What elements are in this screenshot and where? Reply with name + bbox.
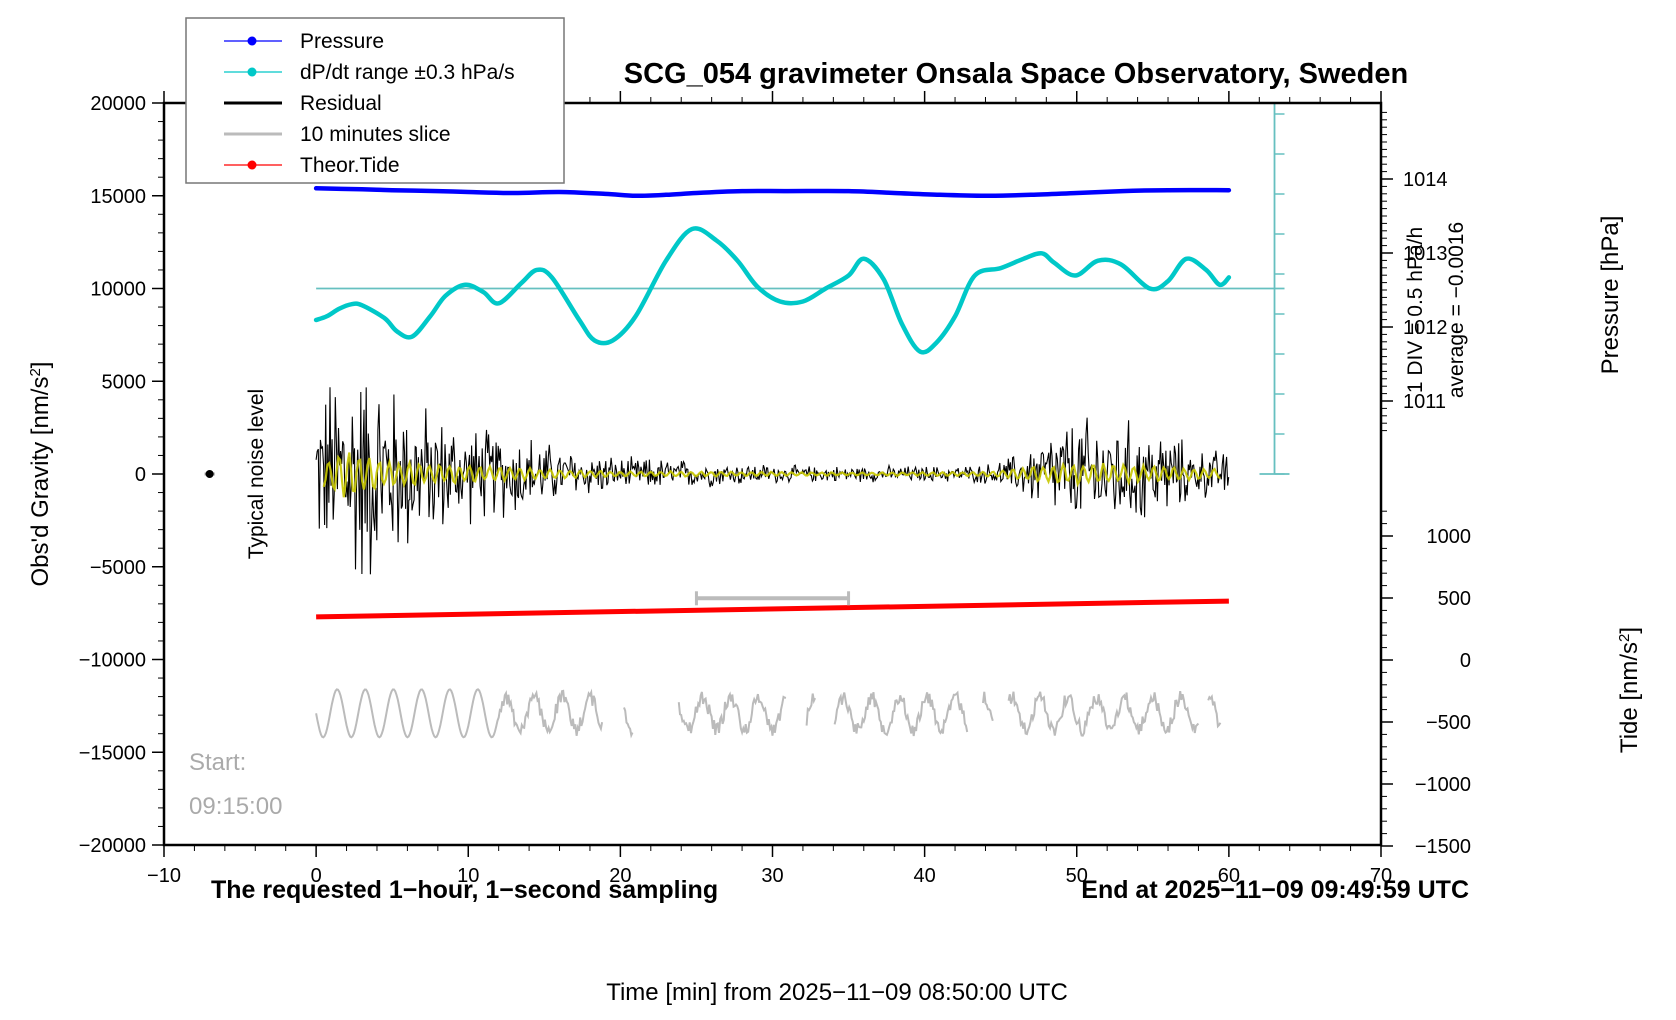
tide-tick-label: −1500 <box>1415 836 1471 858</box>
legend-item: 10 minutes slice <box>224 123 451 146</box>
start-slice-trace <box>315 688 1222 739</box>
tide-line <box>316 598 1229 620</box>
y-tick-label: 15000 <box>90 186 146 208</box>
x-tick-label: 50 <box>1066 865 1088 887</box>
legend-label: 10 minutes slice <box>300 123 451 146</box>
y-tick-label: −10000 <box>79 650 146 672</box>
legend-marker <box>247 160 257 170</box>
y-tick-label: 20000 <box>90 93 146 115</box>
div-scale-note: 1 DIV = 0.5 hPa/h <box>1404 227 1427 393</box>
x-tick-label: 10 <box>457 865 479 887</box>
legend-item: Residual <box>224 92 382 115</box>
tide-axis-title-main: Tide [nm/s <box>1616 642 1643 753</box>
legend-marker <box>247 36 257 46</box>
legend-label: Residual <box>300 92 382 115</box>
x-tick-label: 30 <box>761 865 783 887</box>
tide-tick-label: −1000 <box>1415 774 1471 796</box>
legend-marker <box>247 67 257 77</box>
tide-tick-label: 500 <box>1438 588 1471 610</box>
y-tick-label: −5000 <box>90 557 146 579</box>
plot-area <box>204 103 1290 739</box>
start-label: Start: <box>189 749 246 776</box>
average-note: average = −0.0016 <box>1445 222 1468 398</box>
start-time: 09:15:00 <box>189 793 282 820</box>
tide-tick-label: 1000 <box>1427 526 1472 548</box>
tide-tick-label: −500 <box>1426 712 1471 734</box>
x-tick-label: 20 <box>609 865 631 887</box>
tide-tick-label: 0 <box>1460 650 1471 672</box>
y-tick-label: 10000 <box>90 279 146 301</box>
legend-item: Pressure <box>224 30 384 53</box>
legend-label: Pressure <box>300 30 384 53</box>
axes: −10 0 10 20 30 40 50 60 7020000150001000050000−5… <box>79 91 1471 887</box>
pressure-tick-label: 1014 <box>1403 169 1448 191</box>
tide-axis-title: Tide [nm/s2] <box>1616 627 1644 753</box>
x-tick-label: 40 <box>914 865 936 887</box>
filtered-slice-line <box>322 452 1221 498</box>
pressure-tick-label: 1012 <box>1403 317 1448 339</box>
x-axis-title: Time [min] from 2025−11−09 08:50:00 UTC <box>606 979 1068 1006</box>
noise-level-label: Typical noise level <box>245 389 268 559</box>
sampling-note: The requested 1−hour, 1−second sampling <box>211 876 718 904</box>
y-tick-label: −15000 <box>79 742 146 764</box>
legend-item: Theor.Tide <box>224 154 400 177</box>
x-tick-label: 0 <box>311 865 322 887</box>
pressure-tick-label: 1011 <box>1403 391 1446 413</box>
y-tick-label: 5000 <box>102 371 147 393</box>
pressure-line <box>313 186 1232 199</box>
tide-axis-title-end: ] <box>1616 627 1643 634</box>
y-tick-label: −20000 <box>79 835 146 857</box>
x-tick-label: −10 <box>147 865 181 887</box>
noise-level-point <box>205 470 214 478</box>
legend: Pressure dP/dt range ±0.3 hPa/s Residual 10… <box>185 17 565 184</box>
y-axis-title: Obs'd Gravity [nm/s2] <box>27 362 55 587</box>
legend-items: Pressure dP/dt range ±0.3 hPa/s Residual 10… <box>224 30 515 177</box>
legend-label: dP/dt range ±0.3 hPa/s <box>300 61 515 84</box>
tide-axis-title-sup: 2 <box>1616 634 1633 642</box>
x-tick-label: 70 <box>1370 865 1392 887</box>
legend-item: dP/dt range ±0.3 hPa/s <box>224 61 515 84</box>
y-axis-title-sup: 2 <box>27 368 44 376</box>
pressure-axis-title: Pressure [hPa] <box>1597 216 1624 375</box>
y-axis-title-main: Obs'd Gravity [nm/s <box>27 377 54 587</box>
x-tick-label: 60 <box>1218 865 1240 887</box>
y-axis-title-end: ] <box>27 362 54 369</box>
pressure-tick-label: 1013 <box>1403 243 1448 265</box>
legend-label: Theor.Tide <box>300 154 400 177</box>
end-time-note: End at 2025−11−09 09:49:59 UTC <box>1081 876 1469 904</box>
legend-box <box>185 17 565 184</box>
dpdt-line <box>313 226 1232 355</box>
y-tick-label: 0 <box>135 464 146 486</box>
chart-title: SCG_054 gravimeter Onsala Space Observat… <box>624 58 1408 90</box>
